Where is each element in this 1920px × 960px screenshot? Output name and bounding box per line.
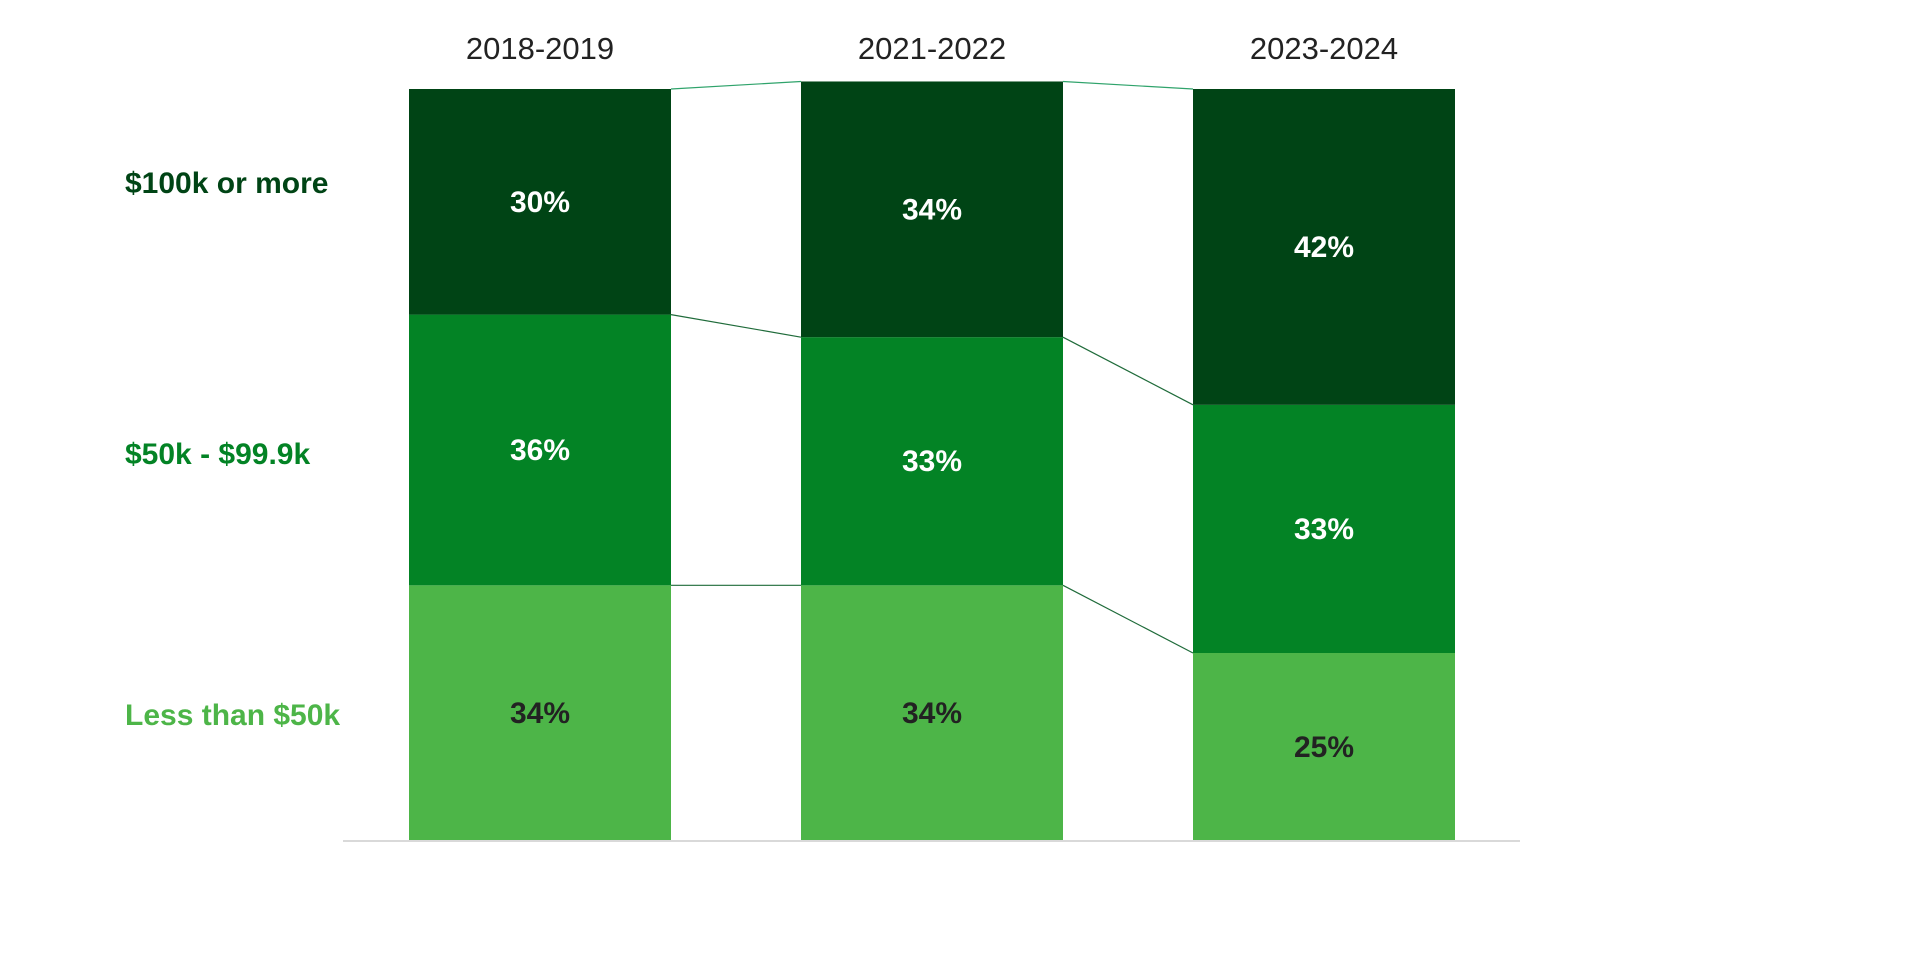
series-label-0: Less than $50k bbox=[125, 699, 340, 732]
bar-segment-1-1 bbox=[801, 337, 1063, 586]
bar-segment-2-1 bbox=[1193, 404, 1455, 653]
value-label-2-0: 25% bbox=[1294, 731, 1354, 764]
connector-line-0-2 bbox=[670, 314, 802, 338]
connector-line-1-1 bbox=[1062, 584, 1194, 654]
category-label-2: 2023-2024 bbox=[1250, 31, 1398, 66]
value-label-2-2: 42% bbox=[1294, 231, 1354, 264]
connector-line-1-2 bbox=[1062, 336, 1194, 406]
value-label-0-1: 36% bbox=[510, 434, 570, 467]
bar-segment-0-0 bbox=[409, 585, 671, 841]
series-label-1: $50k - $99.9k bbox=[125, 438, 310, 471]
bars bbox=[409, 81, 1455, 841]
value-label-1-1: 33% bbox=[902, 445, 962, 478]
bar-segment-0-1 bbox=[409, 314, 671, 586]
value-labels: 34% 36% 30% 34% 33% 34% 25% 33% 42% bbox=[510, 186, 1354, 764]
bar-segment-2-2 bbox=[1193, 89, 1455, 405]
bar-segment-1-2 bbox=[801, 81, 1063, 338]
value-label-1-0: 34% bbox=[902, 697, 962, 730]
connector-line-0-3 bbox=[670, 80, 802, 90]
bar-segment-2-0 bbox=[1193, 653, 1455, 841]
category-label-1: 2021-2022 bbox=[858, 31, 1006, 66]
connector-lines bbox=[670, 80, 1194, 654]
category-labels: 2018-2019 2021-2022 2023-2024 bbox=[466, 31, 1398, 66]
bar-segment-0-2 bbox=[409, 89, 671, 315]
value-label-1-2: 34% bbox=[902, 193, 962, 226]
value-label-0-0: 34% bbox=[510, 697, 570, 730]
value-label-2-1: 33% bbox=[1294, 513, 1354, 546]
series-label-2: $100k or more bbox=[125, 167, 328, 200]
value-label-0-2: 30% bbox=[510, 186, 570, 219]
category-label-0: 2018-2019 bbox=[466, 31, 614, 66]
series-labels: Less than $50k $50k - $99.9k $100k or more bbox=[125, 167, 340, 732]
bar-segment-1-0 bbox=[801, 585, 1063, 841]
connector-line-1-3 bbox=[1062, 80, 1194, 90]
